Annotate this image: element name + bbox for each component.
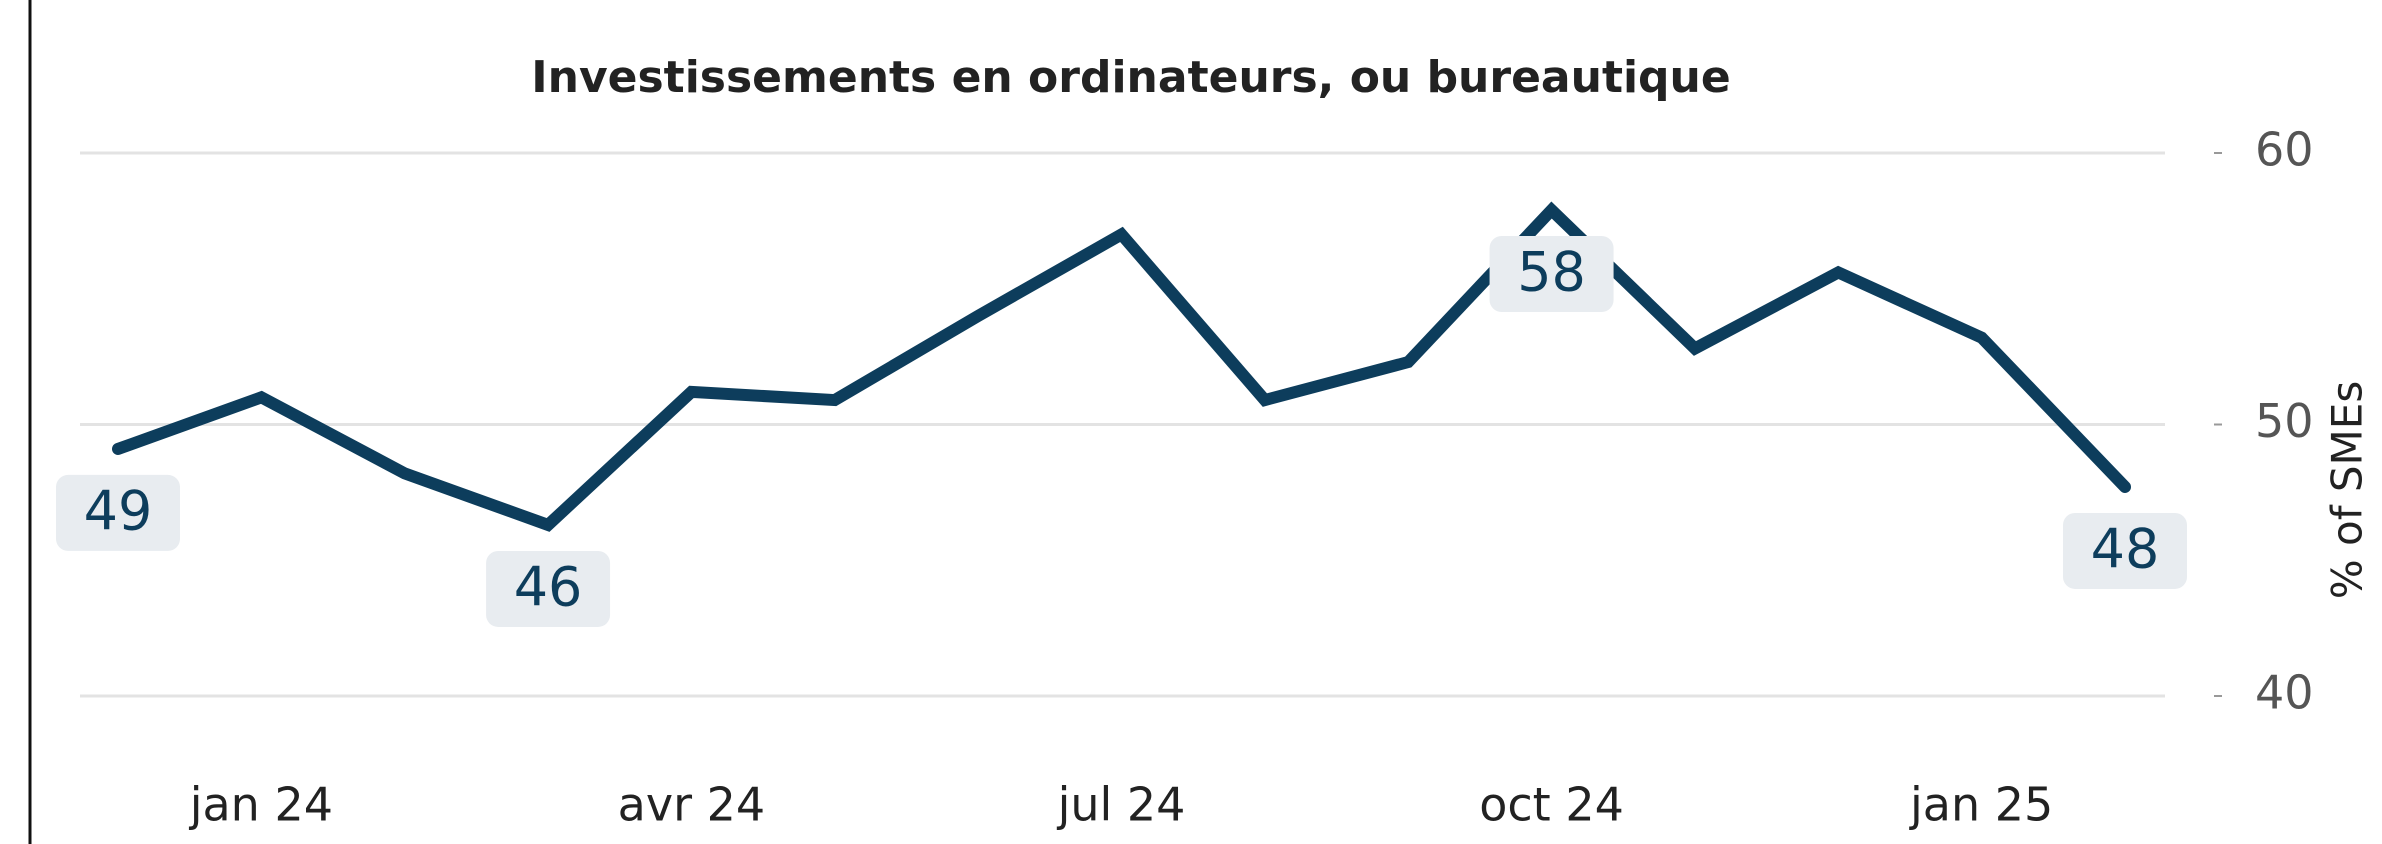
data-label-box	[1489, 236, 1614, 313]
data-label-box	[2063, 512, 2187, 589]
data-label-box	[486, 550, 611, 627]
y-tick-label: 60	[2255, 123, 2314, 177]
data-label: 46	[514, 556, 583, 619]
x-tick-label: jan 25	[1909, 778, 2053, 832]
x-tick-label: oct 24	[1479, 778, 1624, 832]
x-tick-label: jan 24	[189, 778, 333, 832]
data-label: 49	[84, 480, 153, 543]
x-tick-label: jul 24	[1057, 778, 1186, 832]
data-line	[112, 201, 2131, 532]
x-tick-label: avr 24	[618, 778, 765, 832]
y-tick-label: 50	[2255, 394, 2314, 448]
data-label: 58	[1517, 241, 1586, 304]
y-tick-label: 40	[2255, 666, 2314, 720]
data-label-box	[56, 474, 180, 551]
chart-title: Investissements en ordinateurs, ou burea…	[531, 52, 1730, 103]
data-label: 48	[2091, 518, 2160, 581]
y-axis-label: % of SMEs	[2323, 381, 2372, 599]
